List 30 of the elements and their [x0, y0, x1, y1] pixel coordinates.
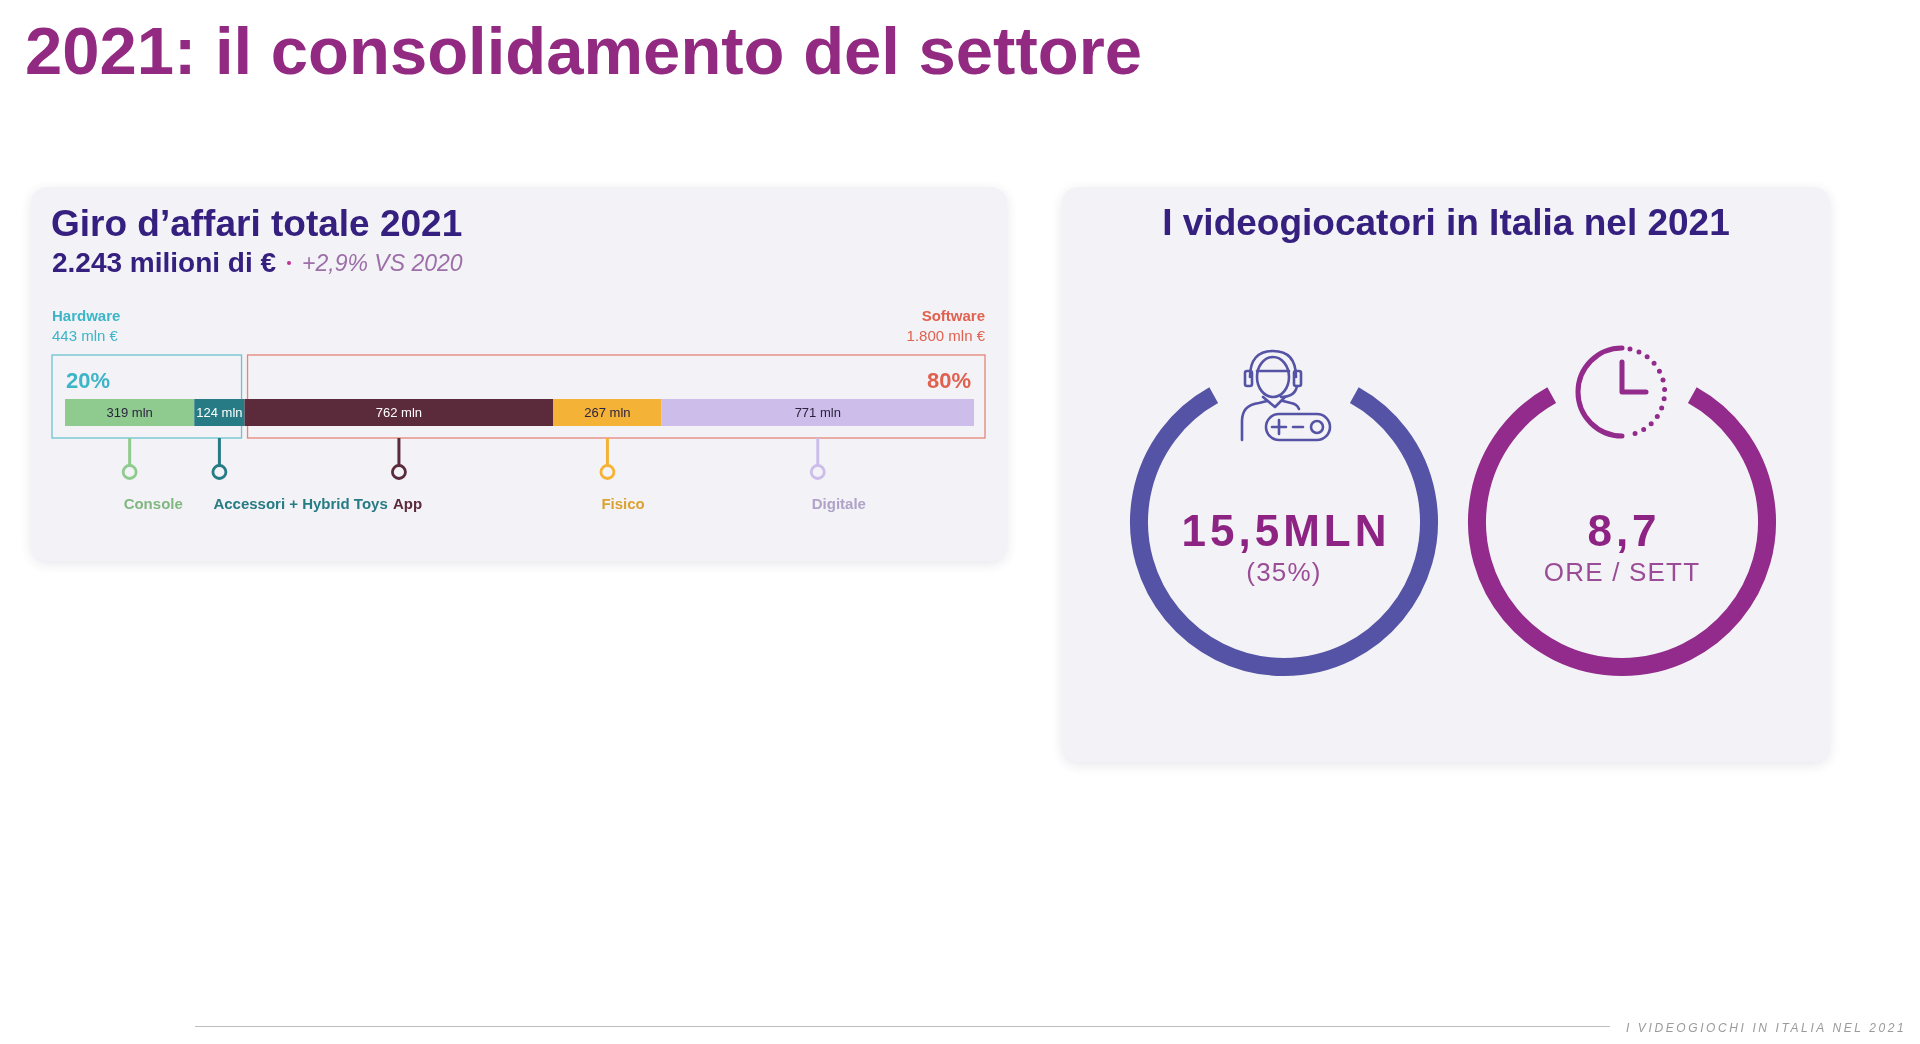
text: 2021: il consolidamento del settore — [25, 13, 1142, 88]
text: Software — [921, 307, 985, 324]
data-label: 771 mln — [794, 405, 841, 420]
text: 443 mln € — [52, 327, 119, 344]
text: App — [392, 495, 423, 512]
text: Digitale — [811, 495, 866, 512]
text: 1.800 mln € — [906, 327, 986, 344]
data-label: 319 mln — [106, 405, 153, 420]
text: Console — [123, 495, 183, 512]
text: Hardware — [52, 307, 121, 324]
chart-title: Giro d’affari totale 2021 — [51, 203, 463, 244]
data-label: 762 mln — [375, 405, 423, 420]
text: 8,7 — [1587, 506, 1661, 555]
text: 15,5MLN — [1181, 506, 1391, 555]
text: (35%) — [1246, 557, 1322, 587]
bar — [244, 399, 554, 426]
text: ORE / SETT — [1543, 557, 1701, 587]
text: 20% — [66, 368, 111, 393]
bar — [661, 399, 974, 426]
text: +2,9% VS 2020 — [302, 249, 463, 276]
text: Fisico — [601, 495, 645, 512]
chart-subtitle: 2.243 milioni di € — [52, 247, 277, 278]
bar — [553, 399, 662, 426]
data-label: 267 mln — [584, 405, 631, 420]
text: I VIDEOGIOCHI IN ITALIA NEL 2021 — [1626, 1021, 1907, 1035]
text: I videogiocatori in Italia nel 2021 — [1161, 202, 1731, 243]
bar — [65, 399, 195, 426]
text: 80% — [926, 368, 971, 393]
data-label: 124 mln — [196, 405, 243, 420]
text: Accessori + Hybrid Toys — [213, 495, 388, 512]
